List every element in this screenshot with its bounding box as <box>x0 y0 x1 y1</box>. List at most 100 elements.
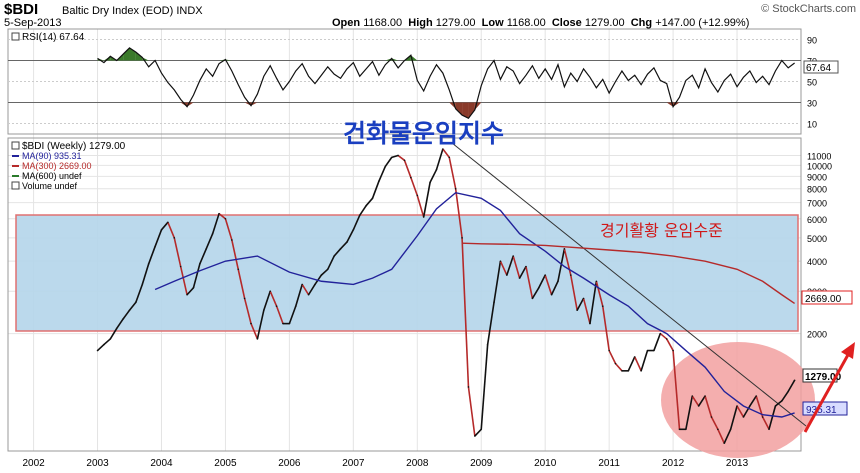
volume-legend-label: Volume undef <box>22 181 78 191</box>
price-segment <box>192 263 201 288</box>
price-point <box>486 343 489 346</box>
price-segment <box>359 205 367 216</box>
x-tick-label: 2011 <box>598 458 620 469</box>
price-segment <box>301 284 310 296</box>
price-segment <box>320 268 329 276</box>
price-point <box>435 168 438 171</box>
price-point <box>601 305 604 307</box>
price-segment <box>448 157 457 189</box>
price-point <box>755 395 758 397</box>
rsi-line <box>97 47 795 120</box>
price-point <box>365 204 367 207</box>
price-point <box>173 237 176 239</box>
price-segment <box>499 260 508 276</box>
price-point <box>537 286 540 289</box>
price-point <box>499 260 502 262</box>
rsi-tick-label: 30 <box>807 99 817 109</box>
price-point <box>480 428 483 431</box>
price-segment <box>550 280 559 296</box>
price-point <box>416 194 419 197</box>
price-segment <box>403 160 412 178</box>
price-point <box>569 274 572 276</box>
price-point <box>621 370 623 372</box>
price-tick-label: 9000 <box>807 172 827 182</box>
price-segment <box>269 290 278 307</box>
price-segment <box>416 195 425 218</box>
price-point <box>135 301 137 304</box>
rsi-overbought-fill <box>135 52 143 61</box>
price-segment <box>518 266 527 279</box>
price-point <box>672 349 674 352</box>
price-segment <box>525 266 534 299</box>
price-segment <box>787 379 796 392</box>
price-segment <box>454 188 463 238</box>
price-point <box>96 349 99 352</box>
price-segment <box>614 363 623 372</box>
price-segment <box>736 405 745 418</box>
chg-value: +147.00 (+12.99%) <box>655 17 750 29</box>
price-point <box>614 362 617 365</box>
x-tick-label: 2006 <box>278 458 301 469</box>
index-name: Baltic Dry Index (EOD) <box>62 5 174 17</box>
high-label: High <box>408 17 433 29</box>
price-point <box>429 181 431 184</box>
price-point <box>314 283 316 286</box>
price-point <box>352 228 355 231</box>
price-segment <box>103 338 111 346</box>
price-segment <box>378 166 387 182</box>
price-segment <box>544 274 553 295</box>
price-segment <box>109 328 118 340</box>
price-panel <box>7 137 802 452</box>
price-point <box>141 283 144 286</box>
exchange-label: INDX <box>176 5 203 17</box>
price-point <box>525 265 527 268</box>
price-tick-label: 5000 <box>807 234 827 244</box>
close-label: Close <box>551 17 582 29</box>
price-segment <box>601 306 610 351</box>
price-segment <box>147 246 156 265</box>
price-point <box>454 187 457 190</box>
price-point <box>243 297 246 300</box>
price-segment <box>467 386 476 437</box>
price-tick-label: 7000 <box>807 199 827 209</box>
price-segment <box>167 222 176 239</box>
price-segment <box>723 428 732 444</box>
price-point <box>653 349 655 352</box>
price-segment <box>275 305 284 324</box>
price-point <box>250 322 252 325</box>
price-segment <box>243 298 252 324</box>
price-point <box>179 265 182 268</box>
price-point <box>704 395 706 397</box>
close-value: 1279.00 <box>584 17 625 29</box>
rsi-layer <box>8 39 801 124</box>
price-point <box>422 216 425 218</box>
high-value: 1279.00 <box>435 17 476 29</box>
price-segment <box>422 182 431 218</box>
price-segment <box>569 274 578 311</box>
price-point <box>128 309 131 312</box>
ma300-value-box <box>801 290 853 305</box>
open-value: 1168.00 <box>363 17 403 29</box>
price-point <box>742 416 745 418</box>
price-segment <box>384 156 393 167</box>
price-layer <box>96 148 796 445</box>
price-point <box>256 338 259 340</box>
price-segment <box>96 343 105 352</box>
price-segment <box>231 239 240 270</box>
price-point <box>320 274 323 276</box>
price-point <box>358 214 361 217</box>
price-point <box>167 221 169 224</box>
price-point <box>109 338 112 340</box>
rsi-legend-swatch <box>11 32 20 41</box>
price-tick-label: 10000 <box>807 161 832 171</box>
price-segment <box>582 298 591 324</box>
price-point <box>646 349 649 352</box>
price-point <box>563 248 566 250</box>
price-point <box>294 305 297 307</box>
x-tick-label: 2012 <box>662 458 685 469</box>
price-legend-label: $BDI (Weekly) 1279.00 <box>22 141 126 152</box>
price-segment <box>199 248 207 265</box>
ma90-line <box>154 191 795 418</box>
